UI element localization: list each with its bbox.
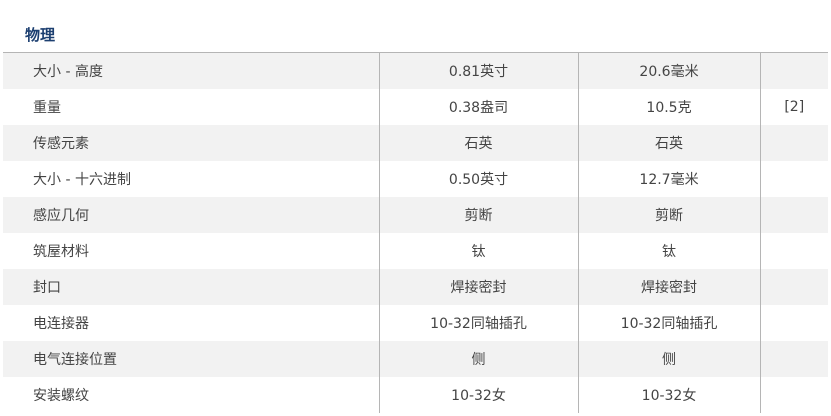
value-imperial: 0.81英寸 [378,52,578,89]
value-imperial: 石英 [378,124,578,161]
value-metric: 10-32同轴插孔 [577,304,760,341]
value-metric: 20.6毫米 [577,52,760,89]
value-imperial: 剪断 [378,196,578,233]
spec-label: 传感元素 [33,135,89,152]
table-row: 传感元素 石英 石英 [3,124,828,161]
reference-note [759,124,828,161]
table-row: 封口 焊接密封 焊接密封 [3,268,828,305]
value-imperial: 0.50英寸 [378,160,578,197]
reference-note [759,196,828,233]
table-row: 安装螺纹 10-32女 10-32女 [3,376,828,413]
value-metric: 12.7毫米 [577,160,760,197]
value-imperial: 10-32同轴插孔 [378,304,578,341]
reference-note [759,304,828,341]
table-row: 感应几何 剪断 剪断 [3,196,828,233]
spec-label: 电连接器 [33,315,89,332]
value-imperial: 10-32女 [378,376,578,413]
spec-label: 感应几何 [33,207,89,224]
value-metric: 10.5克 [577,88,760,125]
table-row: 电气连接位置 侧侧 [3,340,828,377]
spec-label: 大小 - 高度 [33,63,103,80]
spec-label: 电气连接位置 [33,351,117,368]
section-title: 物理 [25,26,56,44]
reference-note [759,376,828,413]
reference-note [759,232,828,269]
spec-label: 大小 - 十六进制 [33,171,131,188]
spec-label: 重量 [33,99,61,116]
value-imperial: 侧 [378,340,578,377]
spec-label: 封口 [33,279,61,296]
table-row: 大小 - 十六进制 0.50英寸 12.7毫米 [3,160,828,197]
table-row: 筑屋材料 钛钛 [3,232,828,269]
value-metric: 石英 [577,124,760,161]
reference-note [759,340,828,377]
reference-note: [2] [759,88,828,125]
value-metric: 焊接密封 [577,268,760,305]
table-row: 大小 - 高度 0.81英寸 20.6毫米 [3,52,828,89]
reference-note [759,52,828,89]
value-metric: 10-32女 [577,376,760,413]
value-metric: 钛 [577,232,760,269]
reference-note [759,268,828,305]
physical-specs-table: 大小 - 高度 0.81英寸 20.6毫米重量 0.38盎司 10.5克 [2] 传感元素 石… [3,52,828,413]
value-metric: 剪断 [577,196,760,233]
reference-note [759,160,828,197]
table-row: 重量 0.38盎司 10.5克 [2] [3,88,828,125]
value-imperial: 焊接密封 [378,268,578,305]
value-metric: 侧 [577,340,760,377]
spec-label: 筑屋材料 [33,243,89,260]
value-imperial: 0.38盎司 [378,88,578,125]
spec-label: 安装螺纹 [33,387,89,404]
value-imperial: 钛 [378,232,578,269]
table-row: 电连接器 10-32同轴插孔 10-32同轴插孔 [3,304,828,341]
